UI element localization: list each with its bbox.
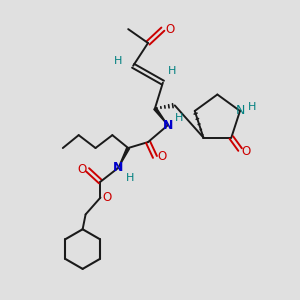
Text: H: H <box>175 113 183 123</box>
Text: N: N <box>113 161 124 174</box>
Text: H: H <box>248 102 256 112</box>
Text: H: H <box>126 173 134 183</box>
Text: O: O <box>242 145 251 158</box>
Text: O: O <box>165 22 174 36</box>
Text: H: H <box>114 56 122 66</box>
Text: O: O <box>77 163 86 176</box>
Text: N: N <box>163 119 173 132</box>
Polygon shape <box>118 147 130 168</box>
Text: O: O <box>157 150 167 164</box>
Polygon shape <box>154 107 168 125</box>
Text: H: H <box>168 66 176 76</box>
Text: N: N <box>235 104 245 117</box>
Text: O: O <box>103 191 112 204</box>
